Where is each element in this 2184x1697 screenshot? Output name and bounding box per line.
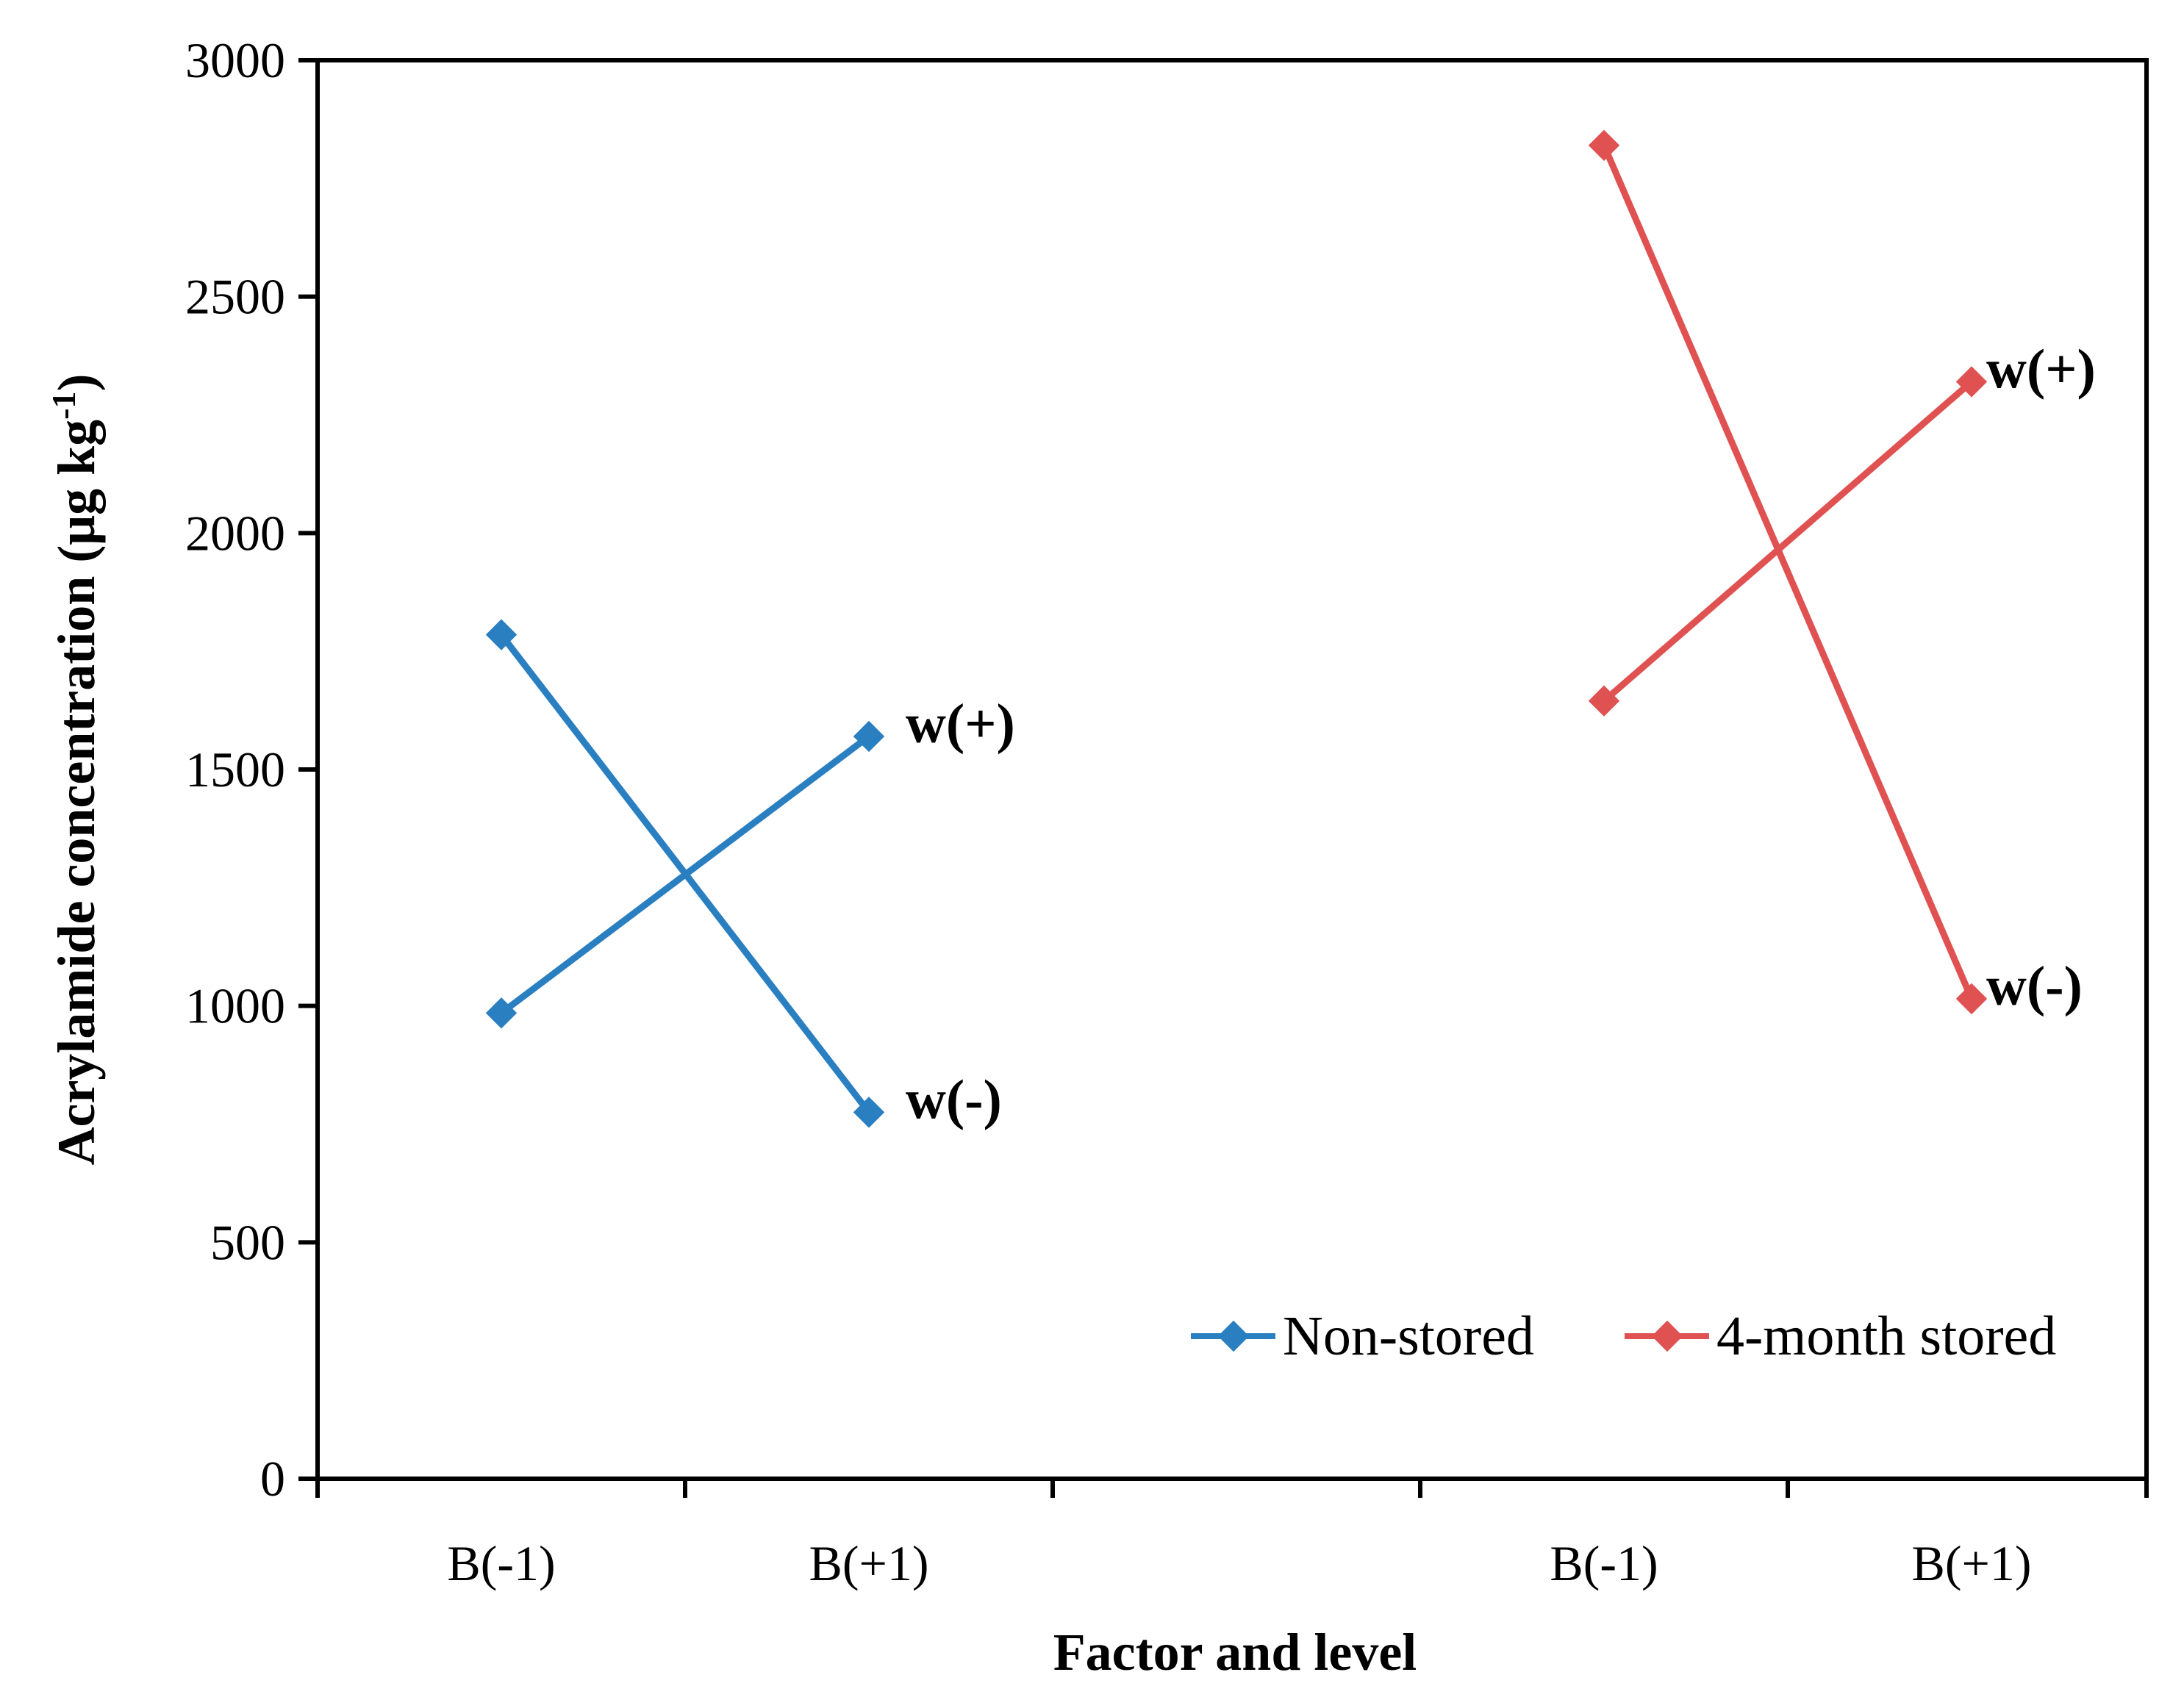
series-label-4-month-stored-w-plus: w(+): [1986, 338, 2096, 400]
x-tick-label-4-month-stored-b-1: B(-1): [1550, 1535, 1658, 1591]
series-line-non-stored-w-minus: [498, 632, 872, 1115]
y-axis-title: Acrylamide concentration (μg kg-1): [45, 374, 106, 1166]
series-label-non-stored-w-minus: w(-): [906, 1069, 1002, 1130]
data-point-non-stored-w-plus-1: [853, 720, 885, 753]
legend: Non-stored 4-month stored: [1191, 1305, 2056, 1367]
data-point-4-month-stored-w-minus-0: [1588, 129, 1620, 162]
y-tick-label-2500: 2500: [185, 269, 285, 325]
series-label-non-stored-w-plus: w(+): [906, 693, 1015, 755]
x-axis: B(-1) B(+1) B(-1) B(+1): [315, 1479, 2149, 1591]
x-tick-label-non-stored-b-1: B(+1): [809, 1535, 929, 1591]
series-line-4-month-stored-w-plus: [1602, 379, 1974, 704]
x-axis-title: Factor and level: [1053, 1623, 1417, 1682]
x-tick-label-4-month-stored-b-1: B(+1): [1912, 1535, 2032, 1591]
legend-marker-4-month-stored: [1651, 1320, 1683, 1352]
y-axis: 0 500 1000 1500 2000 2500 3000: [185, 32, 318, 1507]
y-tick-label-1500: 1500: [185, 742, 285, 797]
series-line-4-month-stored-w-minus: [1600, 144, 1975, 1000]
data-point-non-stored-w-plus-0: [485, 997, 518, 1029]
y-tick-label-2000: 2000: [185, 505, 285, 561]
x-tick-label-non-stored-b-1: B(-1): [447, 1535, 555, 1591]
data-point-non-stored-w-minus-1: [853, 1097, 885, 1128]
series-label-layer: w(+) w(-) w(+) w(-): [906, 338, 2096, 1130]
y-tick-label-0: 0: [260, 1451, 285, 1507]
legend-label-4-month-stored: 4-month stored: [1716, 1305, 2056, 1367]
legend-label-non-stored: Non-stored: [1283, 1305, 1534, 1367]
series-label-4-month-stored-w-minus: w(-): [1986, 955, 2083, 1017]
y-tick-label-500: 500: [210, 1214, 285, 1270]
series-layer: [485, 129, 1988, 1128]
data-point-4-month-stored-w-minus-1: [1955, 983, 1988, 1015]
legend-marker-non-stored: [1217, 1320, 1250, 1352]
y-tick-label-1000: 1000: [185, 978, 285, 1034]
y-tick-label-3000: 3000: [185, 32, 285, 88]
